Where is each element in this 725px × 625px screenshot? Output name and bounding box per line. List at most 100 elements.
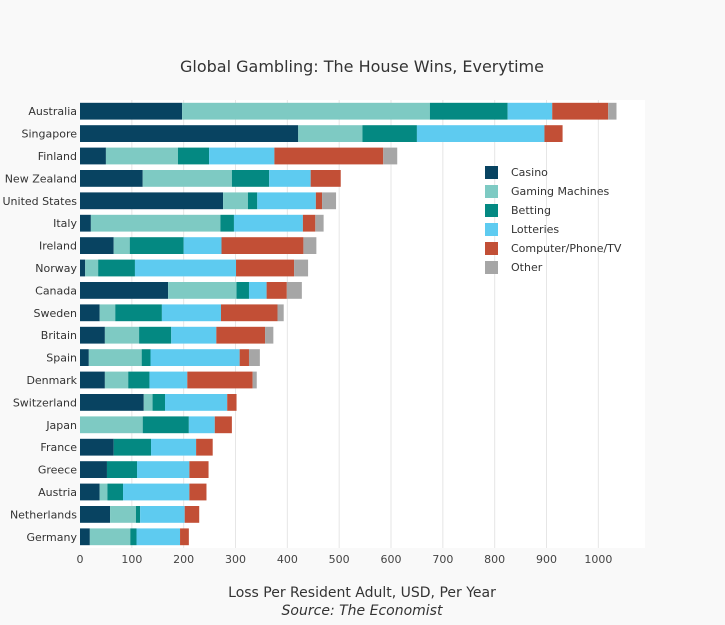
bar-segment bbox=[80, 102, 183, 120]
bars bbox=[80, 102, 617, 546]
bar-segment bbox=[104, 326, 140, 344]
bar-segment bbox=[233, 214, 303, 232]
x-tick-label: 900 bbox=[536, 553, 557, 566]
bar-segment bbox=[80, 394, 144, 411]
bar-segment bbox=[85, 259, 99, 277]
x-axis-label: Loss Per Resident Adult, USD, Per Year bbox=[228, 585, 496, 601]
bar-segment bbox=[608, 102, 617, 120]
category-label: Norway bbox=[35, 262, 77, 275]
bar-segment bbox=[362, 125, 417, 142]
chart-source: Source: The Economist bbox=[282, 603, 443, 619]
legend-swatch bbox=[485, 261, 498, 274]
bar-segment bbox=[221, 237, 304, 254]
bar-segment bbox=[80, 214, 91, 232]
legend-entry: Lotteries bbox=[511, 223, 559, 236]
x-tick-label: 500 bbox=[329, 553, 350, 566]
bar-segment bbox=[80, 349, 89, 366]
legend-entry: Betting bbox=[511, 204, 551, 217]
bar-segment bbox=[123, 483, 190, 501]
x-tick-label: 100 bbox=[121, 553, 142, 566]
bar-segment bbox=[142, 416, 189, 434]
bar-segment bbox=[183, 237, 222, 254]
bar-segment bbox=[152, 394, 166, 411]
category-label: Denmark bbox=[26, 374, 77, 387]
bar-segment bbox=[257, 192, 316, 210]
bar-segment bbox=[143, 394, 153, 411]
bar-segment bbox=[113, 438, 152, 456]
bar-segment bbox=[128, 371, 150, 389]
legend: Casino Gaming Machines Betting Lotteries Com… bbox=[485, 166, 622, 274]
bar-segment bbox=[277, 304, 284, 322]
bar-segment bbox=[177, 147, 210, 165]
bar-segment bbox=[104, 371, 129, 389]
legend-entry: Other bbox=[511, 261, 543, 274]
bar-segment bbox=[209, 147, 275, 165]
category-label: Finland bbox=[38, 150, 77, 163]
category-label: Britain bbox=[41, 329, 77, 342]
bar-segment bbox=[252, 371, 257, 389]
bar-segment bbox=[265, 326, 274, 344]
bar-segment bbox=[236, 259, 295, 277]
bar-segment bbox=[552, 102, 609, 120]
category-label: France bbox=[40, 441, 77, 454]
category-label: Italy bbox=[53, 217, 77, 230]
bar-segment bbox=[80, 282, 169, 299]
category-label: Spain bbox=[46, 352, 77, 365]
bar-segment bbox=[227, 394, 237, 411]
legend-entry: Gaming Machines bbox=[511, 185, 610, 198]
category-labels: Australia Singapore Finland New Zealand Unit… bbox=[3, 105, 78, 544]
legend-swatch bbox=[485, 204, 498, 217]
bar-segment bbox=[223, 192, 248, 210]
x-tick-label: 1000 bbox=[584, 553, 612, 566]
bar-segment bbox=[151, 438, 197, 456]
bar-segment bbox=[322, 192, 337, 210]
bar-segment bbox=[303, 237, 317, 254]
bar-segment bbox=[248, 282, 267, 299]
bar-segment bbox=[80, 170, 143, 187]
bar-segment bbox=[89, 528, 131, 546]
bar-segment bbox=[184, 506, 200, 523]
bar-segment bbox=[137, 461, 190, 478]
bar-segment bbox=[99, 483, 108, 501]
bar-segment bbox=[294, 259, 309, 277]
bar-segment bbox=[161, 304, 221, 322]
bar-segment bbox=[171, 326, 217, 344]
bar-segment bbox=[507, 102, 553, 120]
x-tick-label: 0 bbox=[77, 553, 84, 566]
x-tick-label: 300 bbox=[225, 553, 246, 566]
x-tick-label: 400 bbox=[277, 553, 298, 566]
bar-segment bbox=[247, 192, 258, 210]
legend-swatch bbox=[485, 242, 498, 255]
bar-segment bbox=[110, 506, 136, 523]
bar-segment bbox=[80, 506, 111, 523]
bar-segment bbox=[220, 304, 278, 322]
bar-segment bbox=[220, 214, 234, 232]
category-label: Australia bbox=[28, 105, 77, 118]
category-label: Ireland bbox=[39, 240, 77, 253]
bar-segment bbox=[99, 304, 116, 322]
bar-segment bbox=[298, 125, 363, 142]
bar-segment bbox=[80, 237, 114, 254]
legend-swatch bbox=[485, 185, 498, 198]
bar-segment bbox=[139, 326, 172, 344]
bar-segment bbox=[80, 416, 143, 434]
bar-segment bbox=[416, 125, 545, 142]
bar-segment bbox=[113, 237, 130, 254]
bar-segment bbox=[135, 506, 141, 523]
bar-segment bbox=[140, 506, 185, 523]
bar-segment bbox=[80, 483, 100, 501]
category-label: Netherlands bbox=[10, 508, 77, 521]
bar-segment bbox=[105, 147, 178, 165]
bar-segment bbox=[80, 147, 106, 165]
bar-segment bbox=[141, 349, 151, 366]
bar-segment bbox=[80, 125, 299, 142]
bar-segment bbox=[165, 394, 228, 411]
bar-segment bbox=[180, 528, 189, 546]
legend-entry: Casino bbox=[511, 166, 548, 179]
bar-segment bbox=[88, 349, 142, 366]
bar-segment bbox=[80, 461, 107, 478]
bar-segment bbox=[248, 349, 260, 366]
legend-entry: Computer/Phone/TV bbox=[511, 242, 622, 255]
bar-segment bbox=[115, 304, 162, 322]
